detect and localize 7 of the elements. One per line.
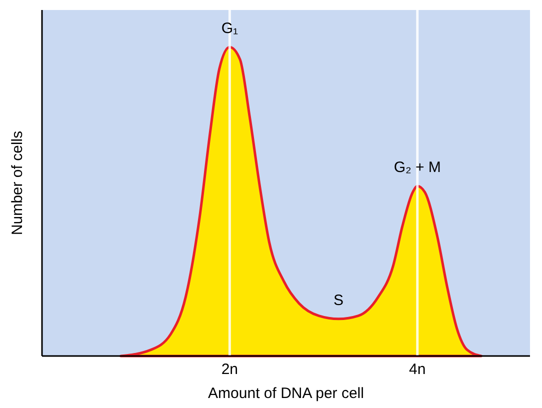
annotation: S	[334, 292, 344, 309]
annotation: G₁	[221, 20, 238, 38]
y-axis-title: Number of cells	[9, 130, 26, 236]
x-tick-label: 2n	[221, 361, 238, 378]
x-axis-title: Amount of DNA per cell	[208, 385, 364, 402]
x-tick-label: 4n	[409, 361, 426, 378]
annotation: G₂ + M	[394, 159, 441, 176]
